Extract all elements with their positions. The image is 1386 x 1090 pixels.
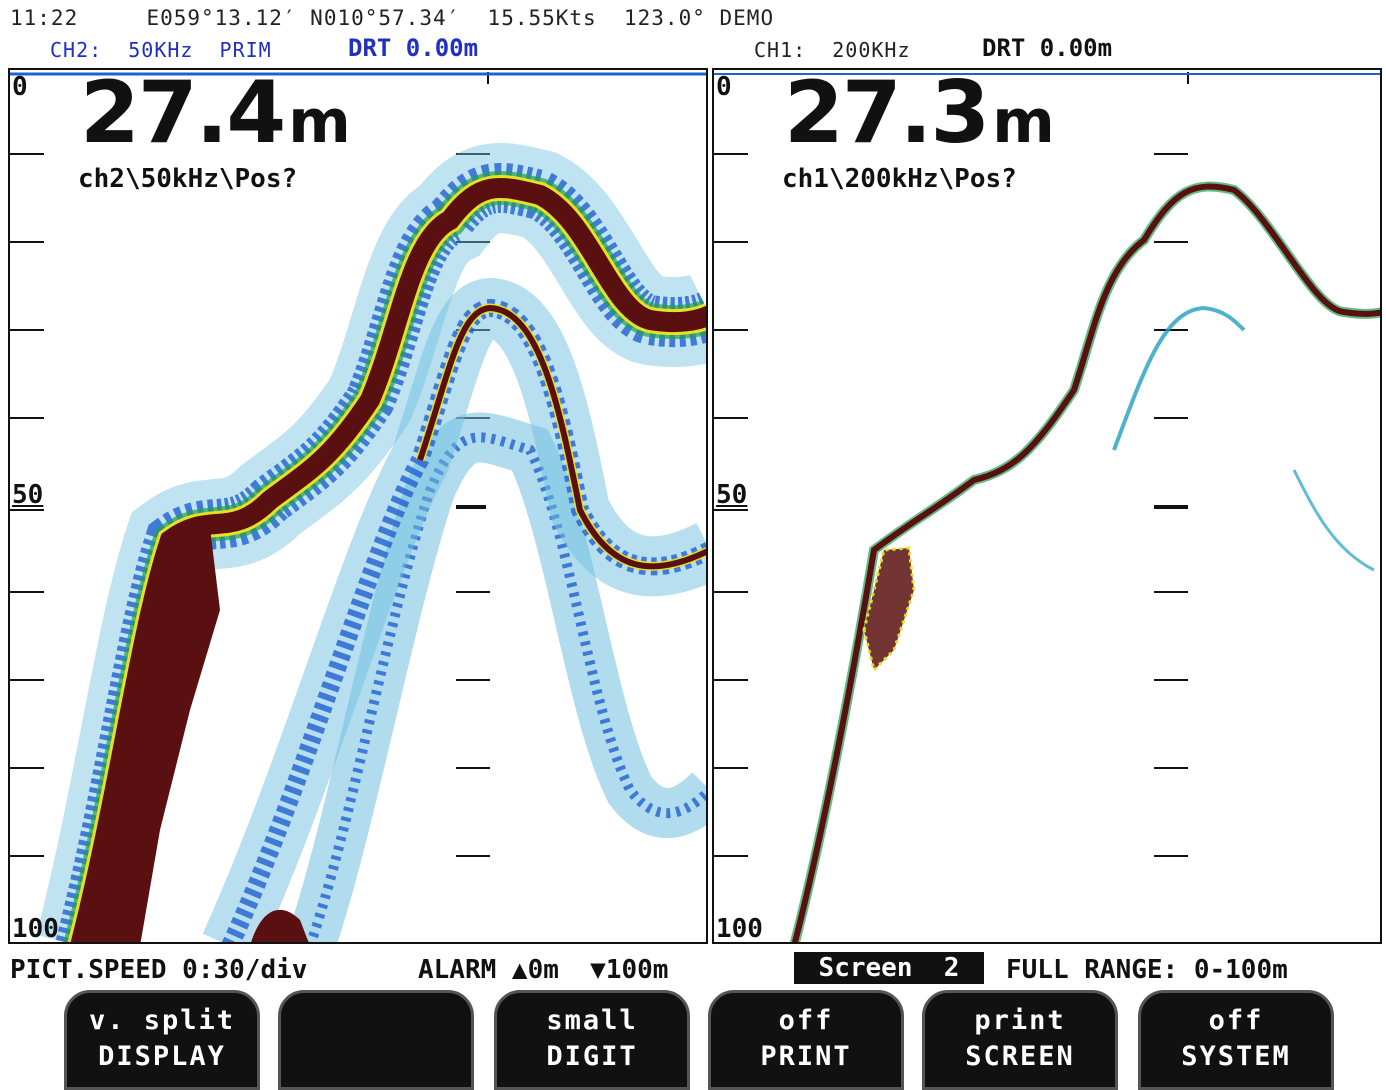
latitude-readout: N010°57.34′ [310, 6, 461, 30]
scale-top: 0 [12, 72, 28, 102]
echogram-panel-ch1[interactable]: 27.3m ch1\200kHz\Pos? 0 50 100 [712, 68, 1382, 944]
speed-readout: 15.55Kts [487, 6, 597, 30]
ch1-draft: DRT 0.00m [982, 34, 1113, 62]
depth-unit: m [992, 87, 1055, 157]
picture-speed: PICT.SPEED 0:30/div [10, 955, 308, 985]
depth-unit: m [288, 87, 351, 157]
softkey-screen[interactable]: print SCREEN [922, 990, 1118, 1090]
softkey-bottom-label: DIGIT [546, 1041, 638, 1072]
scale-top: 0 [716, 72, 732, 102]
softkey-top-label: off [1208, 1005, 1264, 1036]
softkey-bottom-label: SYSTEM [1181, 1041, 1291, 1072]
softkey-top-label: off [778, 1005, 834, 1036]
longitude-readout: E059°13.12′ [146, 6, 297, 30]
echogram-ch2 [10, 72, 706, 942]
softkey-blank[interactable] [278, 990, 474, 1090]
echogram-panel-ch2[interactable]: 27.4m ch2\50kHz\Pos? 0 50 100 [8, 68, 708, 944]
ch2-draft: DRT 0.00m [348, 34, 479, 62]
depth-readout-ch2: 27.4m [80, 70, 351, 157]
ch1-header: CH1: 200KHz [754, 38, 911, 62]
scale-bottom: 100 [716, 914, 763, 944]
scale-bottom: 100 [12, 914, 59, 944]
depth-value: 27.3 [784, 68, 990, 163]
heading-readout: 123.0° [624, 6, 706, 30]
scale-mid: 50 [12, 480, 44, 510]
softkey-print[interactable]: off PRINT [708, 990, 904, 1090]
echogram-ch1 [714, 72, 1380, 942]
softkey-digit[interactable]: small DIGIT [494, 990, 690, 1090]
softkey-display[interactable]: v. split DISPLAY [64, 990, 260, 1090]
softkey-bottom-label: PRINT [760, 1041, 852, 1072]
softkey-top-label: small [546, 1005, 638, 1036]
channel-label-ch2: ch2\50kHz\Pos? [78, 164, 298, 194]
screen-indicator: Screen 2 [794, 952, 984, 984]
full-range: FULL RANGE: 0-100m [1006, 955, 1288, 985]
channel-label-ch1: ch1\200kHz\Pos? [782, 164, 1017, 194]
depth-value: 27.4 [80, 68, 286, 163]
depth-readout-ch1: 27.3m [784, 70, 1055, 157]
softkey-system[interactable]: off SYSTEM [1138, 990, 1334, 1090]
clock: 11:22 [10, 6, 79, 30]
scale-mid: 50 [716, 480, 748, 510]
softkey-top-label: v. split [88, 1005, 236, 1036]
softkey-top-label: print [974, 1005, 1066, 1036]
softkey-bottom-label: DISPLAY [98, 1041, 226, 1072]
mode-badge: DEMO [719, 6, 775, 30]
alarm-range: ALARM ▲0m ▼100m [418, 955, 669, 985]
status-bar: 11:22 E059°13.12′ N010°57.34′ 15.55Kts 1… [10, 6, 774, 30]
softkey-bottom-label: SCREEN [965, 1041, 1075, 1072]
ch2-header: CH2: 50KHz PRIM [50, 38, 272, 62]
